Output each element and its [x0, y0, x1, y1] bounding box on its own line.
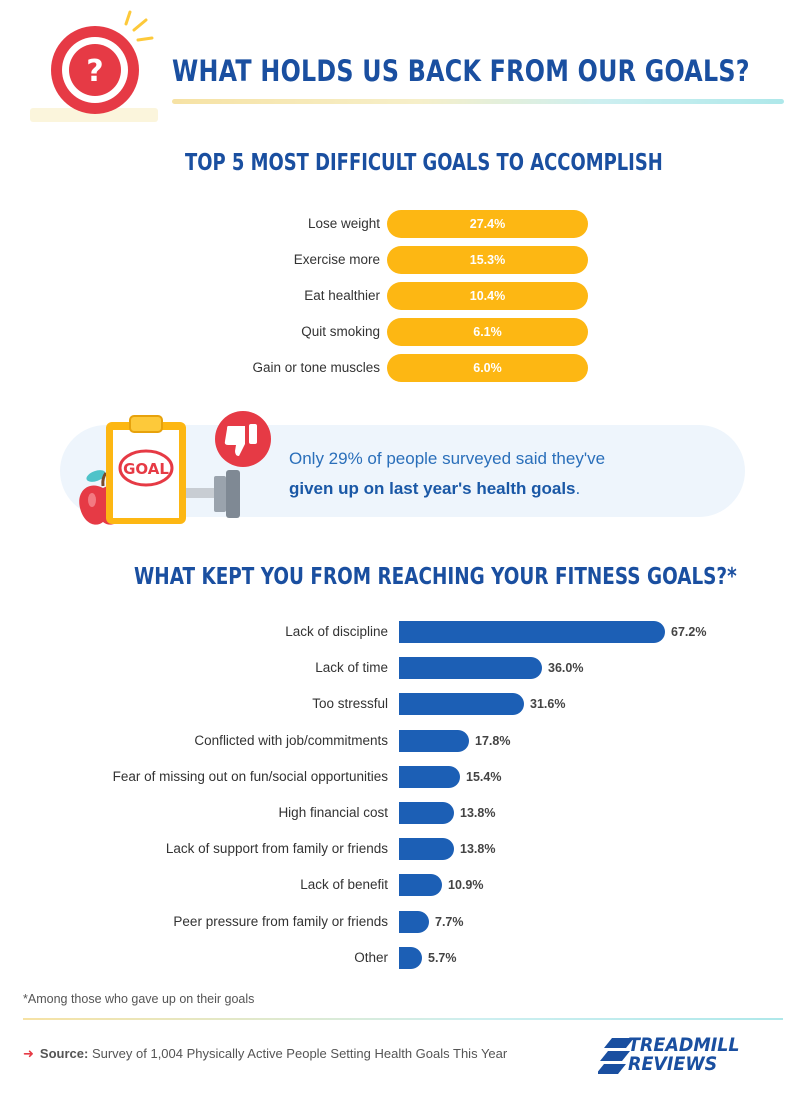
fitness-bar: [399, 657, 542, 679]
top5-bar: 10.4%: [387, 282, 588, 310]
fitness-bar: [399, 874, 442, 896]
callout-text: Only 29% of people surveyed said they've…: [289, 444, 729, 504]
fitness-bar: [399, 766, 460, 788]
source-text: Survey of 1,004 Physically Active People…: [91, 1046, 508, 1061]
brand-stripes-icon: [598, 1038, 634, 1074]
top5-chart: Lose weight 27.4% Exercise more 15.3% Eat he…: [0, 0, 805, 400]
fitness-bar: [399, 802, 454, 824]
top5-category-label: Quit smoking: [301, 324, 380, 339]
brand-line1: TREADMILL: [628, 1034, 740, 1056]
top5-bar: 6.0%: [387, 354, 588, 382]
brand-logo: TREADMILL REVIEWS: [628, 1036, 740, 1074]
fitness-value-label: 15.4%: [466, 770, 502, 784]
top5-value-label: 27.4%: [469, 217, 506, 231]
svg-text:?: ?: [86, 54, 103, 89]
fitness-chart: Lack of discipline 67.2% Lack of time 36.0%…: [112, 621, 707, 969]
fitness-category-label: Lack of time: [315, 660, 388, 675]
brand-line2: REVIEWS: [628, 1053, 718, 1075]
fitness-category-label: Lack of benefit: [300, 877, 388, 892]
fitness-category-label: Peer pressure from family or friends: [173, 914, 388, 929]
callout-text-end: .: [575, 479, 581, 498]
fitness-category-label: Conflicted with job/commitments: [194, 733, 388, 748]
top5-value-label: 10.4%: [469, 289, 506, 303]
fitness-value-label: 7.7%: [435, 915, 464, 929]
top5-bar: 6.1%: [387, 318, 588, 346]
page-title: WHAT HOLDS US BACK FROM OUR GOALS?: [172, 54, 750, 88]
footer-divider: [23, 1018, 783, 1020]
top5-value-label: 6.1%: [473, 325, 502, 339]
fitness-value-label: 5.7%: [428, 951, 457, 965]
thumbs-down-icon: [215, 411, 271, 467]
fitness-bar: [399, 838, 454, 860]
fitness-category-label: Fear of missing out on fun/social opport…: [112, 769, 388, 784]
fitness-bar: [399, 911, 429, 933]
arrow-right-icon: ➜: [23, 1046, 34, 1061]
dumbbell-icon: [186, 470, 240, 518]
fitness-value-label: 36.0%: [548, 661, 584, 675]
top5-bar: 27.4%: [387, 210, 588, 238]
fitness-value-label: 17.8%: [475, 734, 511, 748]
fitness-value-label: 13.8%: [460, 842, 496, 856]
fitness-category-label: Lack of support from family or friends: [165, 841, 388, 856]
fitness-value-label: 10.9%: [448, 878, 484, 892]
footnote: *Among those who gave up on their goals: [23, 992, 255, 1006]
clipboard-goal-label: GOAL: [123, 460, 169, 478]
fitness-value-label: 67.2%: [671, 625, 707, 639]
fitness-bar: [399, 730, 469, 752]
fitness-bar: [399, 693, 524, 715]
source-line: ➜ Source: Survey of 1,004 Physically Acti…: [23, 1046, 507, 1062]
top5-value-label: 6.0%: [473, 361, 502, 375]
callout-text-bold: given up on last year's health goals: [289, 479, 576, 498]
callout-text-plain: Only 29% of people surveyed said they've: [289, 449, 606, 468]
fitness-category-label: High financial cost: [278, 805, 388, 820]
fitness-category-label: Lack of discipline: [285, 624, 388, 639]
fitness-value-label: 13.8%: [460, 806, 496, 820]
title-underline: [172, 99, 784, 104]
source-label: Source:: [39, 1046, 89, 1061]
fitness-value-label: 31.6%: [530, 697, 566, 711]
fitness-category-label: Too stressful: [312, 696, 388, 711]
top5-bar: 15.3%: [387, 246, 588, 274]
top5-category-label: Eat healthier: [304, 288, 380, 303]
fitness-chart-title: WHAT KEPT YOU FROM REACHING YOUR FITNESS…: [134, 564, 737, 590]
clipboard-icon: GOAL: [106, 415, 186, 524]
top5-value-label: 15.3%: [469, 253, 506, 267]
fitness-category-label: Other: [354, 950, 388, 965]
top5-category-label: Exercise more: [293, 252, 380, 267]
top5-chart-title: TOP 5 MOST DIFFICULT GOALS TO ACCOMPLISH: [185, 150, 663, 176]
top5-category-label: Lose weight: [307, 216, 380, 231]
question-circle-icon: ?: [30, 10, 158, 122]
fitness-bar: [399, 947, 422, 969]
top5-category-label: Gain or tone muscles: [252, 360, 380, 375]
fitness-bar: [399, 621, 665, 643]
